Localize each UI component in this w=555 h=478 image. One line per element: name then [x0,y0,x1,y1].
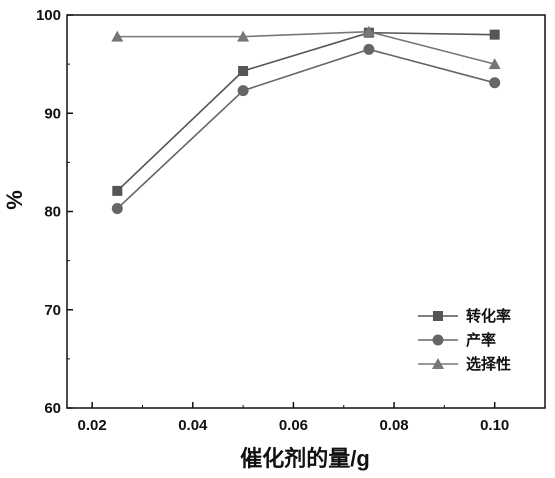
legend-label: 转化率 [466,307,511,325]
x-tick-label: 0.10 [480,417,509,434]
data-point [489,29,500,40]
y-tick-label: 100 [36,7,61,24]
legend-item: 选择性 [418,355,511,373]
y-tick-label: 80 [44,204,61,221]
data-point [111,30,124,42]
series-line [116,31,495,192]
legend-marker [432,334,444,346]
legend-item: 产率 [418,331,496,349]
legend-item: 转化率 [418,307,511,325]
data-point [238,66,249,77]
x-axis-title: 催化剂的量/g [240,446,370,471]
data-point [112,185,123,196]
data-point [363,43,375,55]
data-point [237,30,250,42]
series-line [116,48,495,210]
data-point [488,58,501,70]
data-point [362,25,375,37]
series-circle [111,43,501,215]
x-tick-label: 0.06 [279,417,308,434]
legend-label: 产率 [466,331,496,349]
legend-label: 选择性 [466,355,511,373]
x-tick-label: 0.04 [178,417,208,434]
plot-frame [66,14,546,409]
data-point [111,203,123,215]
series-layer [111,25,501,215]
legend-marker [432,358,444,369]
y-axis-title: % [2,190,27,210]
x-tick-label: 0.08 [379,417,408,434]
y-tick-label: 90 [44,105,61,122]
data-point [489,77,501,89]
data-point [237,85,249,97]
legend-marker [433,311,443,321]
x-axis: 0.02 0.04 0.06 0.08 0.10 [78,402,509,434]
series-triangle [111,25,501,70]
y-tick-label: 60 [44,400,61,417]
x-tick-label: 0.02 [78,417,107,434]
series-square [112,27,500,196]
y-tick-label: 70 [44,302,61,319]
y-axis: 60 70 80 90 100 [36,7,73,417]
series-line [117,30,495,65]
